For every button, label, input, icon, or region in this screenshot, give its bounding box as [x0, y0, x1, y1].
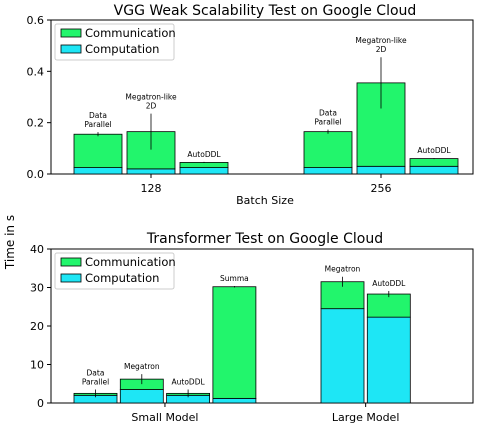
transformer-bar-label: Data — [87, 369, 105, 378]
transformer-bar-communication — [212, 286, 257, 399]
transformer-bar-computation — [320, 308, 365, 404]
transformer-bar-computation — [366, 316, 411, 404]
vgg-bar-label: Parallel — [84, 120, 111, 129]
vgg-x-axis-label: Batch Size — [236, 194, 294, 207]
vgg-bar-computation — [303, 167, 353, 175]
vgg-bar-communication — [179, 162, 229, 168]
transformer-legend-swatch-communication — [60, 257, 82, 267]
vgg-y-ticks: 0.0 0.2 0.4 0.6 — [27, 14, 51, 181]
transformer-legend-box — [54, 252, 175, 290]
vgg-y-tick-label: 0.2 — [27, 117, 45, 130]
transformer-bar-label: AutoDDL — [372, 279, 406, 288]
vgg-legend-box — [54, 23, 175, 61]
vgg-bar-label: 2D — [376, 45, 387, 54]
transformer-x-tick-label: Large Model — [332, 411, 399, 424]
transformer-y-tick-label: 40 — [30, 243, 44, 256]
transformer-chart: Transformer Test on Google Cloud 0 10 20 30… — [30, 231, 474, 424]
vgg-legend: Communication Computation — [54, 23, 176, 61]
vgg-bar-label: Data — [319, 109, 337, 118]
vgg-x-tick-label: 256 — [371, 182, 392, 195]
vgg-chart-title: VGG Weak Scalability Test on Google Clou… — [114, 3, 417, 19]
vgg-bar-computation — [73, 167, 123, 175]
transformer-chart-title: Transformer Test on Google Cloud — [146, 231, 383, 247]
vgg-bar-computation — [126, 168, 176, 175]
vgg-legend-label-communication: Communication — [85, 26, 176, 40]
vgg-bar-communication — [356, 82, 406, 167]
vgg-bar-label: AutoDDL — [417, 146, 451, 155]
vgg-x-tick-label: 128 — [141, 182, 162, 195]
vgg-legend-label-computation: Computation — [85, 42, 159, 56]
transformer-bar-label: AutoDDL — [172, 378, 206, 387]
transformer-bar-communication — [366, 293, 411, 318]
transformer-bar-computation — [212, 397, 257, 404]
vgg-legend-swatch-communication — [60, 28, 82, 38]
vgg-bar-computation — [409, 165, 459, 175]
transformer-x-ticks: Small Model Large Model — [131, 403, 399, 424]
shared-y-axis-label: Time in s — [3, 215, 17, 270]
vgg-bars: DataParallelMegatron-like2DAutoDDLDataPa… — [73, 36, 459, 175]
vgg-bar-communication — [409, 158, 459, 167]
vgg-y-tick-label: 0.4 — [27, 65, 45, 78]
vgg-bar-computation — [356, 165, 406, 175]
vgg-plot-frame — [50, 19, 474, 175]
transformer-legend-label-computation: Computation — [85, 271, 159, 285]
transformer-y-tick-label: 0 — [37, 397, 44, 410]
vgg-bar-label: AutoDDL — [187, 150, 221, 159]
transformer-bar-label: Parallel — [82, 378, 109, 387]
transformer-legend-label-communication: Communication — [85, 255, 176, 269]
vgg-bar-communication — [303, 131, 353, 168]
vgg-bar-label: Megatron-like — [355, 36, 407, 45]
vgg-chart: VGG Weak Scalability Test on Google Clou… — [27, 3, 474, 207]
transformer-legend: Communication Computation — [54, 252, 176, 290]
transformer-legend-swatch-computation — [60, 273, 82, 283]
vgg-legend-swatch-computation — [60, 44, 82, 54]
transformer-x-tick-label: Small Model — [131, 411, 198, 424]
transformer-y-tick-label: 30 — [30, 282, 44, 295]
transformer-bar-label: Summa — [220, 274, 249, 283]
vgg-bar-label: Parallel — [314, 118, 341, 127]
vgg-bar-computation — [179, 167, 229, 175]
vgg-bar-label: Megatron-like — [125, 93, 177, 102]
vgg-y-tick-label: 0.0 — [27, 168, 45, 181]
vgg-bar-label: Data — [89, 111, 107, 120]
vgg-bar-communication — [73, 133, 123, 168]
transformer-bar-label: Megatron — [325, 265, 361, 274]
transformer-y-tick-label: 10 — [30, 359, 44, 372]
transformer-y-ticks: 0 10 20 30 40 — [30, 243, 51, 410]
vgg-y-tick-label: 0.6 — [27, 14, 45, 27]
transformer-bar-label: Megatron — [124, 362, 160, 371]
transformer-bar-computation — [119, 389, 164, 404]
transformer-y-tick-label: 20 — [30, 320, 44, 333]
vgg-bar-label: 2D — [146, 102, 157, 111]
vgg-x-ticks: 128 256 — [141, 174, 392, 195]
